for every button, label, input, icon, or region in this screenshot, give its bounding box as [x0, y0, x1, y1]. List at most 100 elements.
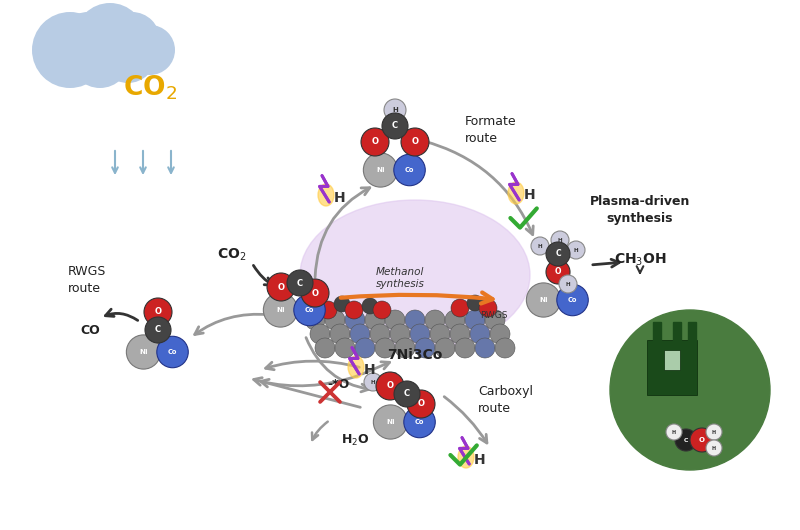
Circle shape [361, 128, 389, 156]
FancyArrowPatch shape [266, 361, 359, 370]
Circle shape [355, 338, 375, 358]
Text: H: H [574, 248, 578, 252]
Ellipse shape [458, 446, 474, 468]
Circle shape [445, 310, 465, 330]
Circle shape [263, 293, 298, 327]
Circle shape [310, 324, 330, 344]
Circle shape [362, 298, 378, 314]
Circle shape [465, 310, 485, 330]
Circle shape [690, 428, 714, 452]
Text: O: O [311, 288, 318, 297]
Text: Co: Co [568, 297, 578, 303]
Circle shape [610, 310, 770, 470]
Circle shape [430, 324, 450, 344]
FancyArrowPatch shape [306, 338, 369, 392]
Circle shape [364, 373, 382, 391]
Text: C: C [404, 390, 410, 399]
Bar [647, 340, 697, 395]
FancyArrowPatch shape [168, 151, 174, 173]
Text: Ni: Ni [376, 167, 385, 173]
FancyArrowPatch shape [315, 188, 370, 277]
Circle shape [345, 301, 363, 319]
Circle shape [32, 12, 108, 88]
Circle shape [319, 301, 337, 319]
Text: O: O [418, 400, 425, 409]
Circle shape [334, 296, 350, 312]
Text: RWGS
route: RWGS route [68, 265, 106, 295]
Text: O: O [411, 137, 418, 146]
Circle shape [401, 128, 429, 156]
FancyArrowPatch shape [140, 151, 146, 173]
Circle shape [375, 338, 395, 358]
Circle shape [60, 12, 116, 68]
Text: CO$_2$: CO$_2$ [123, 74, 177, 102]
Circle shape [126, 335, 161, 369]
Text: CO$_2$: CO$_2$ [218, 247, 246, 263]
Text: Carboxyl
route: Carboxyl route [478, 385, 533, 415]
Text: H: H [558, 237, 562, 243]
Text: O: O [154, 307, 162, 316]
FancyArrowPatch shape [341, 293, 493, 304]
Circle shape [557, 284, 588, 316]
Text: Co: Co [415, 419, 424, 425]
Text: Methanol
synthesis: Methanol synthesis [375, 267, 425, 289]
Circle shape [706, 424, 722, 440]
Text: CH$_3$OH: CH$_3$OH [614, 252, 666, 268]
Circle shape [475, 338, 495, 358]
Text: C: C [392, 121, 398, 130]
Circle shape [531, 237, 549, 255]
Circle shape [384, 99, 406, 121]
Circle shape [455, 338, 475, 358]
Bar [673, 322, 681, 342]
Circle shape [376, 372, 404, 400]
Ellipse shape [508, 182, 524, 204]
Text: O: O [371, 137, 378, 146]
Text: Ni: Ni [276, 307, 285, 313]
Circle shape [479, 299, 497, 317]
FancyArrowPatch shape [362, 362, 390, 374]
Text: H: H [672, 429, 676, 435]
Circle shape [394, 154, 426, 186]
Text: Ni: Ni [539, 297, 548, 303]
Circle shape [559, 275, 577, 293]
Circle shape [104, 12, 160, 68]
Circle shape [287, 270, 313, 296]
Text: CO: CO [80, 323, 100, 337]
Text: H: H [364, 363, 376, 377]
Circle shape [395, 338, 415, 358]
Circle shape [450, 324, 470, 344]
Text: C: C [684, 437, 688, 443]
Circle shape [385, 310, 405, 330]
Circle shape [100, 27, 156, 83]
Circle shape [451, 299, 469, 317]
Text: RWGS: RWGS [480, 311, 507, 320]
Text: H: H [392, 107, 398, 113]
Text: Co: Co [405, 167, 414, 173]
Circle shape [325, 310, 345, 330]
Text: H: H [370, 379, 375, 384]
Circle shape [157, 336, 188, 368]
Circle shape [145, 317, 171, 343]
Text: Co: Co [305, 307, 314, 313]
FancyArrowPatch shape [112, 151, 118, 173]
Bar [664, 350, 680, 370]
Text: C: C [555, 250, 561, 259]
Circle shape [70, 28, 130, 88]
FancyArrowPatch shape [254, 378, 360, 407]
Circle shape [267, 273, 295, 301]
Circle shape [467, 295, 483, 311]
Text: H: H [566, 281, 570, 287]
FancyArrowPatch shape [194, 314, 270, 334]
FancyArrowPatch shape [254, 266, 273, 285]
Text: C: C [297, 278, 303, 287]
FancyArrowPatch shape [444, 396, 487, 443]
Text: C: C [155, 325, 161, 334]
Circle shape [675, 429, 697, 451]
Circle shape [335, 338, 355, 358]
Circle shape [405, 310, 425, 330]
Circle shape [404, 407, 435, 438]
Circle shape [75, 3, 145, 73]
Circle shape [470, 324, 490, 344]
FancyArrowPatch shape [422, 140, 534, 235]
Circle shape [546, 242, 570, 266]
